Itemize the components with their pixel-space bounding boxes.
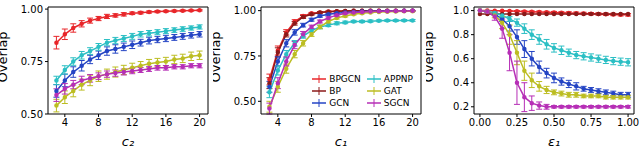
html-text:SGCN: SGCN (383, 98, 410, 108)
svg-text:20: 20 (406, 117, 419, 128)
svg-text:4: 4 (275, 117, 281, 128)
html-text:BP: BP (329, 86, 341, 96)
svg-text:0.75: 0.75 (21, 56, 43, 67)
svg-text:0.25: 0.25 (506, 117, 528, 128)
svg-text:20: 20 (193, 117, 206, 128)
svg-text:Overlap: Overlap (426, 31, 436, 82)
html-text:APPNP: APPNP (383, 74, 413, 84)
svg-text:4: 4 (62, 117, 68, 128)
svg-text:0.50: 0.50 (21, 109, 43, 120)
svg-text:0.4: 0.4 (453, 77, 469, 88)
svg-text:16: 16 (373, 117, 386, 128)
html-text:BPGCN: BPGCN (329, 74, 361, 84)
svg-text:8: 8 (308, 117, 314, 128)
svg-text:ε₁: ε₁ (548, 134, 560, 146)
svg-text:0.50: 0.50 (234, 96, 256, 107)
html-text:GAT: GAT (383, 86, 402, 96)
svg-text:0.75: 0.75 (580, 117, 602, 128)
svg-text:Overlap: Overlap (213, 31, 223, 82)
svg-text:0.2: 0.2 (453, 101, 469, 112)
svg-text:16: 16 (160, 117, 173, 128)
svg-text:c₂: c₂ (122, 134, 134, 146)
svg-text:1.00: 1.00 (617, 117, 632, 128)
svg-text:12: 12 (339, 117, 352, 128)
svg-text:c₁: c₁ (335, 134, 347, 146)
svg-text:0.50: 0.50 (543, 117, 565, 128)
svg-text:Overlap: Overlap (8, 31, 10, 82)
svg-text:0.6: 0.6 (453, 53, 469, 64)
svg-text:1.00: 1.00 (21, 4, 43, 15)
svg-text:12: 12 (126, 117, 139, 128)
svg-text:0.00: 0.00 (469, 117, 491, 128)
svg-text:1.00: 1.00 (234, 5, 256, 16)
html-text:GCN: GCN (329, 98, 350, 108)
svg-text:0.8: 0.8 (453, 29, 469, 40)
svg-text:0.75: 0.75 (234, 51, 256, 62)
svg-text:8: 8 (95, 117, 101, 128)
svg-text:1.0: 1.0 (453, 5, 469, 16)
